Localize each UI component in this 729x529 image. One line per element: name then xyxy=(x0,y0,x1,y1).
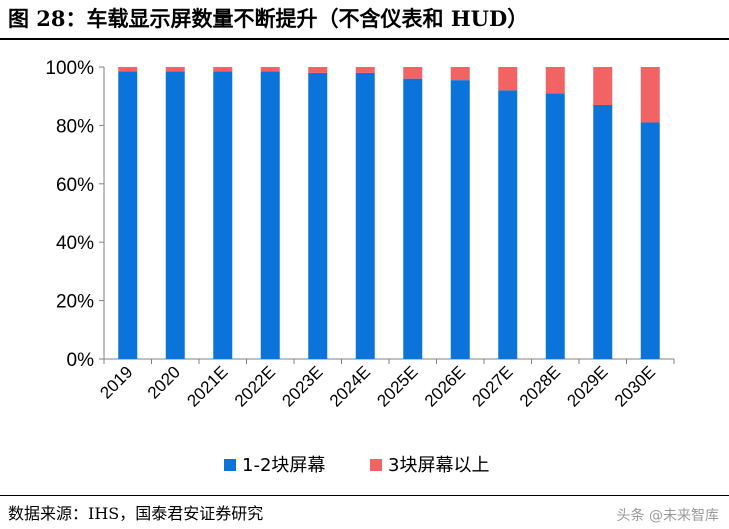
x-tick-label: 2029E xyxy=(563,362,611,410)
bar-series2 xyxy=(165,67,185,72)
bar-series1 xyxy=(213,71,233,359)
data-source: 数据来源：IHS，国泰君安证券研究 xyxy=(8,504,264,523)
bar-series2 xyxy=(640,67,660,123)
x-tick-label: 2026E xyxy=(421,362,469,410)
bar-series1 xyxy=(498,90,518,360)
bar-series1 xyxy=(403,78,423,360)
bar-series1 xyxy=(118,71,138,359)
x-tick-label: 2023E xyxy=(278,362,326,410)
bar-series2 xyxy=(593,67,613,105)
bar-series2 xyxy=(118,67,138,72)
x-tick-label: 2025E xyxy=(373,362,421,410)
y-tick-label: 0% xyxy=(67,350,95,371)
title-divider xyxy=(0,38,729,40)
x-tick-label: 2028E xyxy=(516,362,564,410)
bar-series1 xyxy=(450,80,470,359)
bar-series1 xyxy=(593,104,613,360)
bar-series2 xyxy=(450,67,470,81)
bar-series1 xyxy=(260,71,280,359)
y-tick-label: 80% xyxy=(56,116,94,137)
bar-series1 xyxy=(545,93,565,359)
bar-series2 xyxy=(260,67,280,72)
source-divider xyxy=(0,495,729,496)
legend-label: 1-2块屏幕 xyxy=(242,455,325,476)
legend-label: 3块屏幕以上 xyxy=(388,455,489,476)
x-tick-label: 2027E xyxy=(468,362,516,410)
bar-series1 xyxy=(355,72,375,359)
bar-series2 xyxy=(498,67,518,91)
x-tick-label: 2020 xyxy=(144,362,184,402)
stacked-bar-chart: 0% 20% 40% 60% 80% 100% 2019 2020 2021E 2022E 2023… xyxy=(45,58,675,476)
x-tick-label: 2021E xyxy=(183,362,231,410)
bar-series2 xyxy=(213,67,233,72)
bar-series2 xyxy=(355,67,375,73)
bar-series1 xyxy=(165,71,185,359)
bar-series1 xyxy=(308,72,328,359)
bar-series2 xyxy=(308,67,328,73)
x-tick-label: 2024E xyxy=(326,362,374,410)
watermark-text: 头条 @未来智库 xyxy=(616,508,719,524)
legend-swatch xyxy=(370,459,382,471)
bar-series1 xyxy=(640,122,660,359)
x-tick-label: 2022E xyxy=(231,362,279,410)
y-tick-label: 20% xyxy=(56,292,94,313)
chart-title: 图 28：车载显示屏数量不断提升（不含仪表和 HUD） xyxy=(8,6,529,31)
bar-series2 xyxy=(403,67,423,79)
y-tick-label: 60% xyxy=(56,175,94,196)
bar-series2 xyxy=(545,67,565,94)
y-tick-label: 40% xyxy=(56,233,94,254)
x-tick-label: 2030E xyxy=(611,362,659,410)
y-tick-label: 100% xyxy=(45,58,94,79)
x-tick-label: 2019 xyxy=(96,362,136,402)
legend-swatch xyxy=(224,459,236,471)
